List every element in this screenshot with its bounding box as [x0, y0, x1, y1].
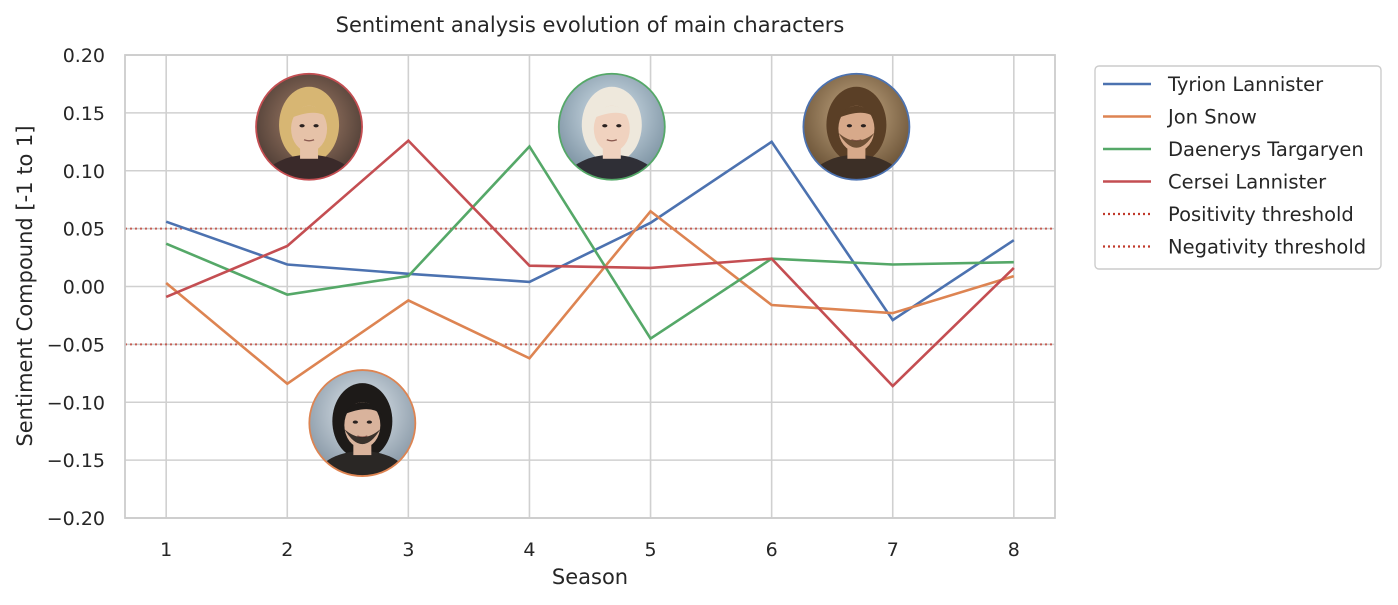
- legend-label-negativity-threshold: Negativity threshold: [1168, 236, 1366, 259]
- x-tick-label: 2: [281, 539, 293, 561]
- x-tick-label: 3: [402, 539, 414, 561]
- portrait-fringe: [342, 402, 383, 416]
- x-tick-label: 1: [160, 539, 172, 561]
- portrait-mouth: [303, 139, 315, 142]
- legend-label-daenerys-targaryen: Daenerys Targaryen: [1168, 138, 1364, 161]
- portrait-fringe: [289, 105, 330, 119]
- portrait-fringe: [836, 105, 877, 119]
- portrait-eye: [602, 124, 608, 128]
- portrait-shoulders: [808, 154, 905, 180]
- portrait-mouth: [606, 139, 618, 142]
- series-line-cersei-lannister: [165, 138, 1015, 388]
- portrait-shoulders: [563, 154, 660, 180]
- legend-label-cersei-lannister: Cersei Lannister: [1168, 171, 1327, 194]
- x-tick-label: 7: [887, 539, 899, 561]
- y-tick-label: 0.10: [63, 161, 105, 183]
- x-tick-label: 6: [766, 539, 778, 561]
- portrait-beard: [838, 132, 875, 148]
- y-axis-ticks: 0.20 0.15 0.10 0.05 0.00 −0.05 −0.10 −0.15 −0.20: [47, 45, 105, 530]
- legend-label-positivity-threshold: Positivity threshold: [1168, 203, 1354, 226]
- portrait-image: [309, 370, 416, 477]
- cersei-portrait-icon: [255, 72, 363, 181]
- legend-entries: Tyrion Lannister Jon Snow Daenerys Targary…: [1103, 73, 1366, 259]
- y-tick-label: 0.05: [63, 219, 105, 241]
- portrait-face: [593, 105, 630, 152]
- portrait-image: [256, 73, 363, 180]
- series-line-tyrion-lannister: [165, 140, 1015, 322]
- portrait-border: [557, 72, 666, 181]
- legend: Tyrion Lannister Jon Snow Daenerys Targary…: [1094, 65, 1382, 270]
- threshold-layer: [125, 227, 1055, 346]
- series-line-daenerys-targaryen: [165, 144, 1014, 341]
- portrait-image: [558, 73, 665, 180]
- portrait-beard: [344, 429, 381, 445]
- portrait-eye: [846, 124, 853, 128]
- portrait-fringe: [591, 105, 632, 119]
- portrait-eye: [860, 124, 867, 128]
- x-tick-label: 4: [523, 539, 535, 561]
- x-tick-label: 8: [1008, 539, 1020, 561]
- y-tick-label: 0.00: [63, 277, 105, 299]
- portrait-layer: [255, 72, 911, 477]
- portrait-eye: [616, 124, 622, 128]
- series-layer: [165, 138, 1015, 388]
- portrait-shoulders: [314, 451, 411, 477]
- x-tick-label: 5: [645, 539, 657, 561]
- legend-label-tyrion-lannister: Tyrion Lannister: [1167, 73, 1324, 96]
- y-tick-label: −0.20: [47, 508, 105, 530]
- y-tick-label: 0.15: [63, 103, 105, 125]
- y-tick-label: 0.20: [63, 45, 105, 67]
- portrait-eye: [366, 420, 372, 424]
- portrait-shoulders: [261, 154, 358, 180]
- y-tick-label: −0.05: [47, 334, 105, 356]
- plot-frame: [124, 54, 1056, 519]
- portrait-border: [308, 369, 417, 477]
- portrait-border: [255, 72, 363, 181]
- portrait-border: [802, 72, 911, 181]
- jon-snow-portrait-icon: [308, 369, 417, 477]
- chart-title: Sentiment analysis evolution of main cha…: [336, 13, 845, 37]
- portrait-eye: [352, 420, 358, 424]
- series-line-jon-snow: [165, 209, 1015, 386]
- portrait-face: [291, 105, 328, 152]
- portrait-eye: [313, 124, 319, 128]
- daenerys-portrait-icon: [557, 72, 666, 181]
- x-axis-label: Season: [552, 565, 628, 589]
- legend-label-jon-snow: Jon Snow: [1166, 106, 1257, 129]
- legend-box: [1094, 65, 1382, 270]
- portrait-image: [803, 73, 910, 180]
- portrait-eye: [299, 124, 305, 128]
- x-axis-ticks: 1 2 3 4 5 6 7 8: [160, 539, 1020, 561]
- y-tick-label: −0.10: [47, 392, 105, 414]
- tyrion-portrait-icon: [802, 72, 911, 181]
- y-axis-label: Sentiment Compound [-1 to 1]: [13, 125, 37, 446]
- y-tick-label: −0.15: [47, 450, 105, 472]
